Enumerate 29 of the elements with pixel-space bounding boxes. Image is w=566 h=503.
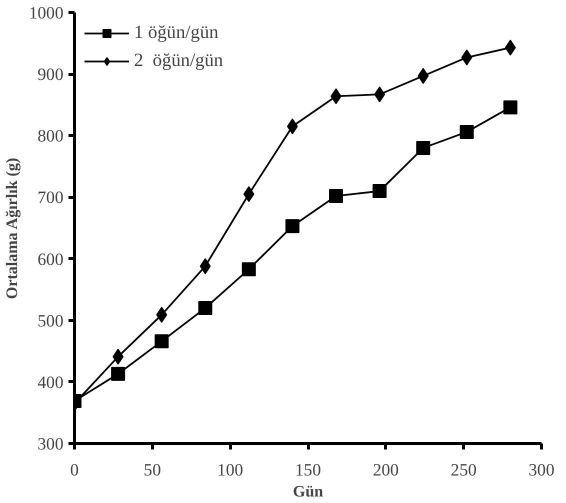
x-tick-label: 50 [144, 460, 161, 480]
x-tick-label: 100 [217, 460, 244, 480]
point [154, 334, 169, 348]
y-axis-title: Ortalama Ağırlık (g) [4, 158, 21, 300]
legend-label: 1 öğün/gün [134, 22, 218, 44]
x-tick-label: 150 [295, 460, 322, 480]
legend-label: 2 öğün/gün [134, 50, 224, 72]
y-tick-label: 700 [38, 188, 64, 208]
y-tick-label: 1000 [28, 4, 64, 22]
point [242, 262, 256, 276]
x-tick-label: 300 [528, 460, 555, 480]
point [503, 100, 518, 114]
point [372, 184, 387, 198]
y-tick-label: 600 [38, 250, 64, 269]
point [416, 140, 430, 155]
y-tick-label: 800 [38, 126, 64, 146]
point [198, 301, 212, 316]
y-tick-label: 300 [38, 434, 64, 454]
point [285, 219, 300, 234]
y-tick-label: 500 [38, 311, 64, 330]
point [329, 188, 344, 203]
x-tick-label: 200 [372, 460, 399, 480]
y-tick-label: 900 [38, 65, 64, 84]
y-tick-label: 400 [38, 372, 64, 392]
x-tick-label: 250 [450, 460, 477, 480]
point [111, 366, 126, 381]
point [460, 124, 474, 139]
x-axis-title: Gün [292, 484, 324, 500]
x-tick-label: 0 [70, 460, 79, 480]
